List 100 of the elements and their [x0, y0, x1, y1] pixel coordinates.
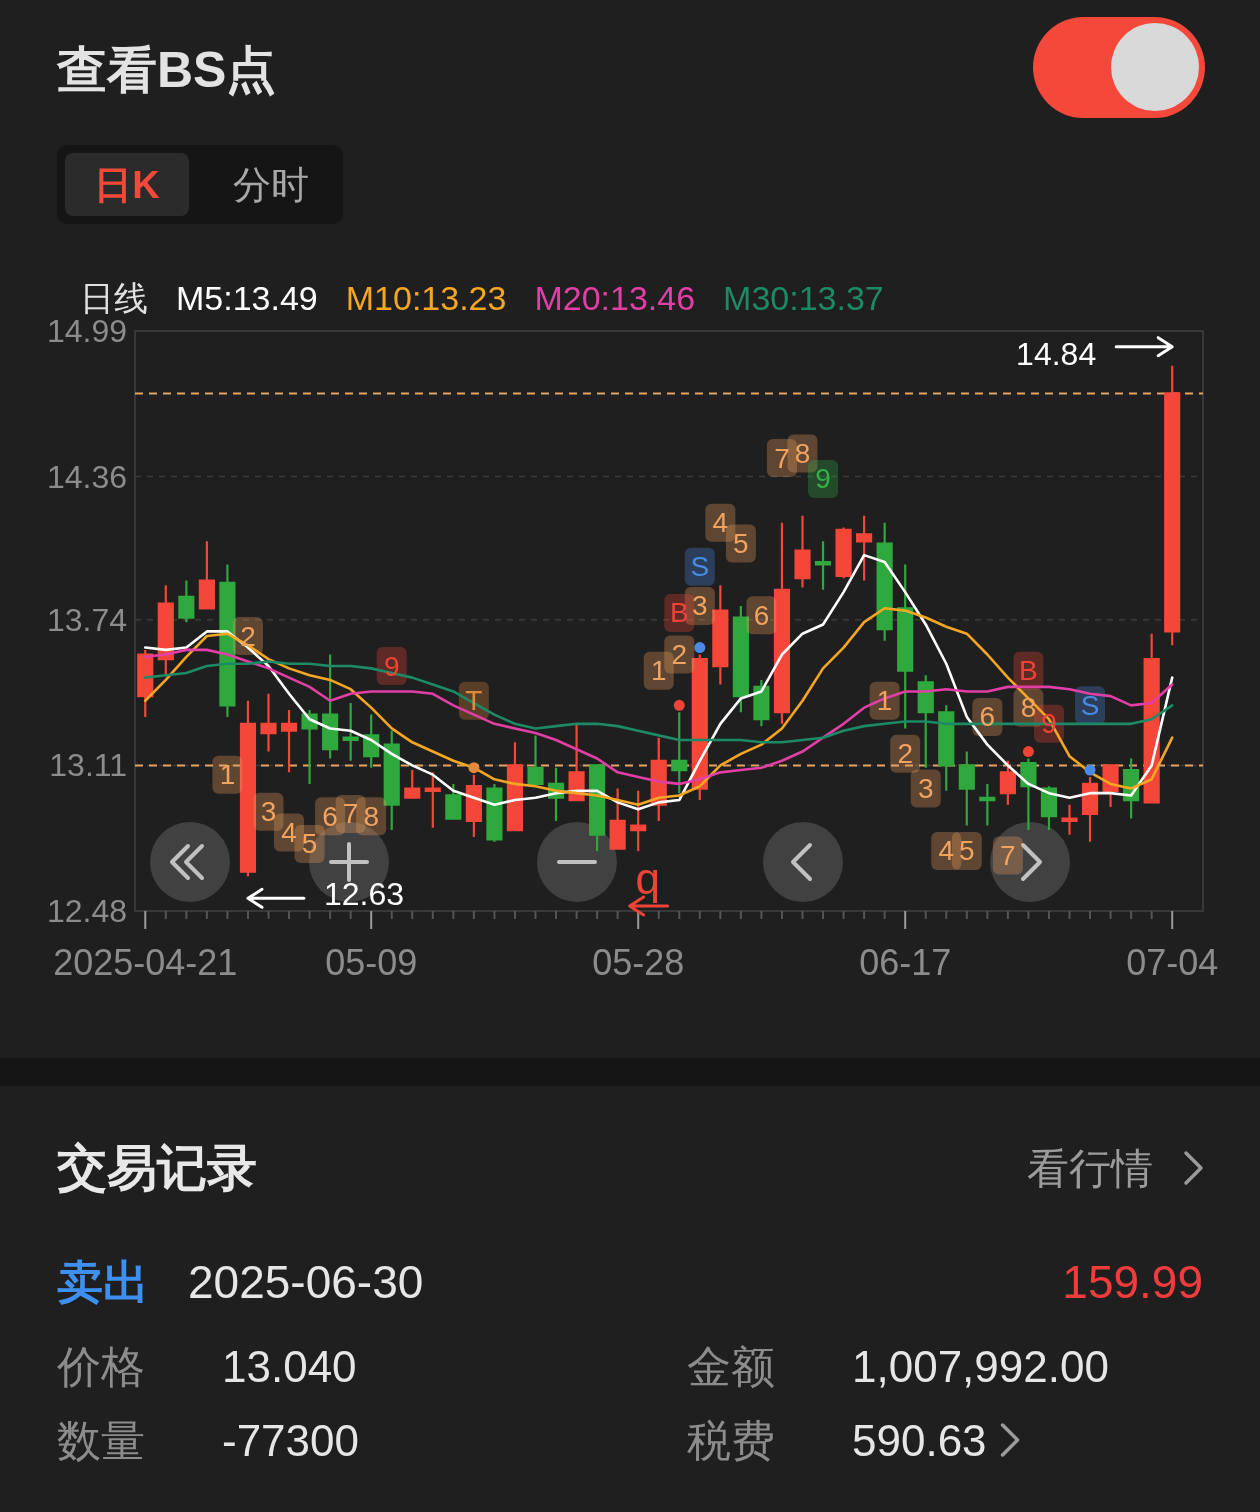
text: 看行情 [1027, 1144, 1153, 1192]
candlestick [404, 768, 421, 799]
text: 交易记录 [56, 1140, 257, 1196]
text: -77300 [222, 1415, 360, 1465]
candlestick [794, 514, 811, 589]
annotation: 6 [979, 701, 996, 733]
candlestick [322, 653, 339, 760]
candlestick [157, 584, 174, 677]
annotation: 8 [363, 800, 379, 832]
x-tick-label: 06-17 [859, 941, 952, 983]
text: 价格 [56, 1341, 145, 1391]
annotation: S [1080, 689, 1100, 721]
annotation: 4 [938, 835, 955, 867]
text: M30:13.37 [723, 279, 884, 317]
candlestick [280, 708, 298, 774]
annotation: 9 [815, 463, 831, 495]
annotation: q [635, 853, 660, 903]
text: 日K [94, 164, 161, 206]
candlestick [979, 782, 996, 827]
candlestick [178, 579, 195, 624]
annotation: 7 [1000, 840, 1016, 872]
annotation: 3 [917, 773, 934, 805]
text: 税费 [687, 1415, 775, 1465]
annotation: 8 [1020, 692, 1037, 724]
text: M5:13.49 [176, 279, 318, 317]
candlestick [630, 789, 647, 853]
y-tick-label: 13.74 [46, 601, 127, 638]
candlestick [589, 764, 606, 853]
annotation: 2 [240, 620, 256, 652]
text: 分时 [233, 164, 309, 206]
candlestick [753, 678, 770, 728]
candlestick [938, 704, 955, 792]
annotation: 2 [671, 639, 688, 671]
annotation: S [690, 551, 710, 583]
candlestick [712, 584, 729, 686]
candlestick [917, 674, 934, 769]
annotation: 4 [712, 507, 729, 539]
annotation: 1 [650, 655, 667, 687]
candlestick [465, 773, 482, 839]
text: 159.99 [1062, 1256, 1203, 1308]
text: 金额 [687, 1341, 775, 1391]
candlestick [1164, 364, 1181, 647]
candlestick [1102, 764, 1119, 809]
annotation: 4 [281, 816, 297, 848]
annotation: 6 [322, 800, 338, 832]
candlestick [958, 750, 975, 827]
candlestick [814, 540, 832, 591]
candlestick [999, 759, 1016, 806]
candlestick [383, 729, 400, 832]
candlestick [424, 771, 441, 829]
annotation: 8 [794, 437, 811, 469]
x-tick-label: 07-04 [1126, 941, 1219, 983]
candlestick [239, 699, 257, 878]
annotation: 5 [959, 835, 975, 867]
candlestick [219, 563, 236, 718]
candlestick [342, 701, 359, 762]
candlestick [1081, 775, 1099, 843]
text: 2025-06-30 [188, 1256, 424, 1308]
y-tick-label: 14.36 [46, 458, 127, 495]
candlestick [198, 540, 215, 610]
annotation: B [1019, 655, 1038, 687]
annotation: 3 [692, 590, 708, 622]
candlestick [527, 734, 544, 786]
annotation: B [669, 597, 689, 629]
y-tick-label: 12.48 [46, 893, 127, 929]
text: 13.040 [222, 1341, 357, 1391]
candlestick [486, 782, 503, 843]
annotation: 7 [342, 798, 359, 830]
text: M20:13.46 [534, 279, 696, 317]
annotation: 7 [774, 442, 790, 474]
text: 卖出 [57, 1256, 149, 1308]
text: M10:13.23 [345, 279, 507, 317]
annotation: 5 [301, 828, 318, 860]
text: 数量 [57, 1415, 145, 1465]
candlestick [1020, 757, 1037, 832]
candlestick [1061, 803, 1078, 836]
x-tick-label: 2025-04-21 [53, 941, 238, 983]
candlestick [260, 692, 277, 753]
text: 590.63 [852, 1415, 987, 1465]
x-tick-label: 05-28 [592, 941, 685, 983]
candlestick [691, 653, 708, 802]
x-tick-label: 05-09 [325, 941, 418, 983]
annotation: 2 [897, 738, 913, 770]
point [468, 762, 480, 774]
annotation: 12.63 [323, 876, 405, 913]
annotation: 6 [753, 599, 770, 631]
text: 1,007,992.00 [852, 1341, 1109, 1391]
candlestick [835, 526, 852, 580]
candlestick [732, 604, 749, 714]
candlestick [671, 711, 688, 795]
annotation: 5 [733, 528, 749, 560]
candlestick [506, 741, 524, 832]
candlestick [773, 521, 791, 725]
y-tick-label: 13.11 [49, 747, 127, 784]
candlestick [137, 648, 154, 718]
candlestick [876, 521, 893, 642]
annotation: 3 [260, 796, 277, 828]
annotation: 1 [219, 759, 236, 791]
annotation: 14.84 [1016, 335, 1097, 372]
candlestick [609, 787, 626, 850]
